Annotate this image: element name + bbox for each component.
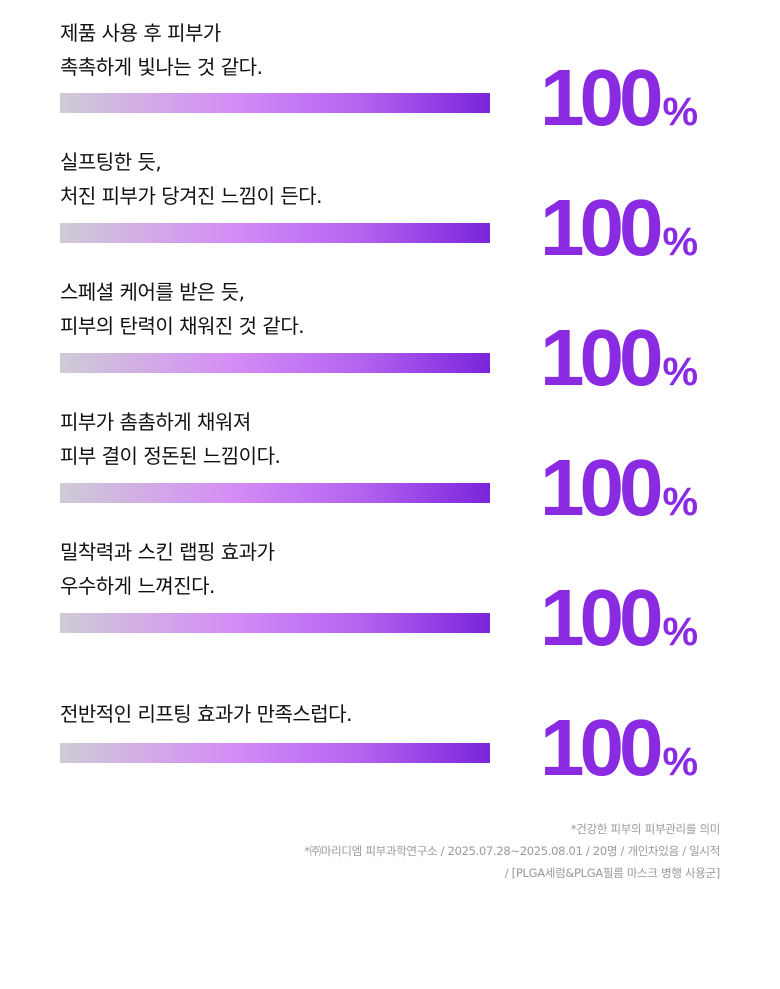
question-line: 피부 결이 정돈된 느낌이다. xyxy=(60,444,281,468)
question-text: 피부가 촘촘하게 채워져 피부 결이 정돈된 느낌이다. xyxy=(60,405,530,473)
result-bar-fill xyxy=(60,223,490,243)
percent-value: 100 xyxy=(540,53,664,142)
result-percent: 100% xyxy=(540,708,730,788)
question-text: 제품 사용 후 피부가 촉촉하게 빛나는 것 같다. xyxy=(60,16,530,84)
survey-item-3: 스페셜 케어를 받은 듯, 피부의 탄력이 채워진 것 같다. 100% xyxy=(0,275,780,398)
result-bar-fill xyxy=(60,93,490,113)
result-bar-fill xyxy=(60,483,490,503)
question-line: 실프팅한 듯, xyxy=(60,150,162,174)
survey-item-5: 밀착력과 스킨 랩핑 효과가 우수하게 느껴진다. 100% xyxy=(0,535,780,658)
percent-value: 100 xyxy=(540,183,664,272)
result-bar xyxy=(60,93,490,113)
question-line: 스페셜 케어를 받은 듯, xyxy=(60,280,245,304)
result-percent: 100% xyxy=(540,58,730,138)
footnote-line: / [PLGA세럼&PLGA필름 마스크 병행 사용군] xyxy=(504,866,721,880)
result-bar xyxy=(60,613,490,633)
percent-unit: % xyxy=(662,740,699,784)
percent-unit: % xyxy=(662,480,699,524)
result-percent: 100% xyxy=(540,448,730,528)
footnote-line: *㈜마리디엠 피부과학연구소 / 2025.07.28~2025.08.01 /… xyxy=(304,844,720,858)
question-line: 제품 사용 후 피부가 xyxy=(60,21,221,45)
question-line: 처진 피부가 당겨진 느낌이 든다. xyxy=(60,184,323,208)
question-text: 실프팅한 듯, 처진 피부가 당겨진 느낌이 든다. xyxy=(60,145,530,213)
result-bar xyxy=(60,483,490,503)
question-line: 촉촉하게 빛나는 것 같다. xyxy=(60,55,263,79)
percent-value: 100 xyxy=(540,313,664,402)
question-line: 밀착력과 스킨 랩핑 효과가 xyxy=(60,540,275,564)
percent-unit: % xyxy=(662,90,699,134)
percent-unit: % xyxy=(662,350,699,394)
survey-item-2: 실프팅한 듯, 처진 피부가 당겨진 느낌이 든다. 100% xyxy=(0,145,780,268)
result-bar-fill xyxy=(60,353,490,373)
result-bar-fill xyxy=(60,743,490,763)
percent-value: 100 xyxy=(540,443,664,532)
percent-value: 100 xyxy=(540,703,664,792)
result-bar xyxy=(60,353,490,373)
survey-item-6: 전반적인 리프팅 효과가 만족스럽다. 100% xyxy=(0,697,780,817)
question-line: 우수하게 느껴진다. xyxy=(60,574,215,598)
result-percent: 100% xyxy=(540,318,730,398)
result-bar-fill xyxy=(60,613,490,633)
question-text: 스페셜 케어를 받은 듯, 피부의 탄력이 채워진 것 같다. xyxy=(60,275,530,343)
survey-item-4: 피부가 촘촘하게 채워져 피부 결이 정돈된 느낌이다. 100% xyxy=(0,405,780,528)
percent-unit: % xyxy=(662,610,699,654)
result-bar xyxy=(60,223,490,243)
result-percent: 100% xyxy=(540,188,730,268)
result-bar xyxy=(60,743,490,763)
result-percent: 100% xyxy=(540,578,730,658)
footnote-line: *건강한 피부의 피부관리를 의미 xyxy=(570,822,720,836)
survey-item-1: 제품 사용 후 피부가 촉촉하게 빛나는 것 같다. 100% xyxy=(0,16,780,138)
footnotes: *건강한 피부의 피부관리를 의미 *㈜마리디엠 피부과학연구소 / 2025.… xyxy=(304,818,720,884)
percent-unit: % xyxy=(662,220,699,264)
question-line: 피부의 탄력이 채워진 것 같다. xyxy=(60,314,305,338)
percent-value: 100 xyxy=(540,573,664,662)
question-line: 피부가 촘촘하게 채워져 xyxy=(60,410,251,434)
question-text: 밀착력과 스킨 랩핑 효과가 우수하게 느껴진다. xyxy=(60,535,530,603)
question-line: 전반적인 리프팅 효과가 만족스럽다. xyxy=(60,702,352,726)
question-text: 전반적인 리프팅 효과가 만족스럽다. xyxy=(60,697,530,731)
